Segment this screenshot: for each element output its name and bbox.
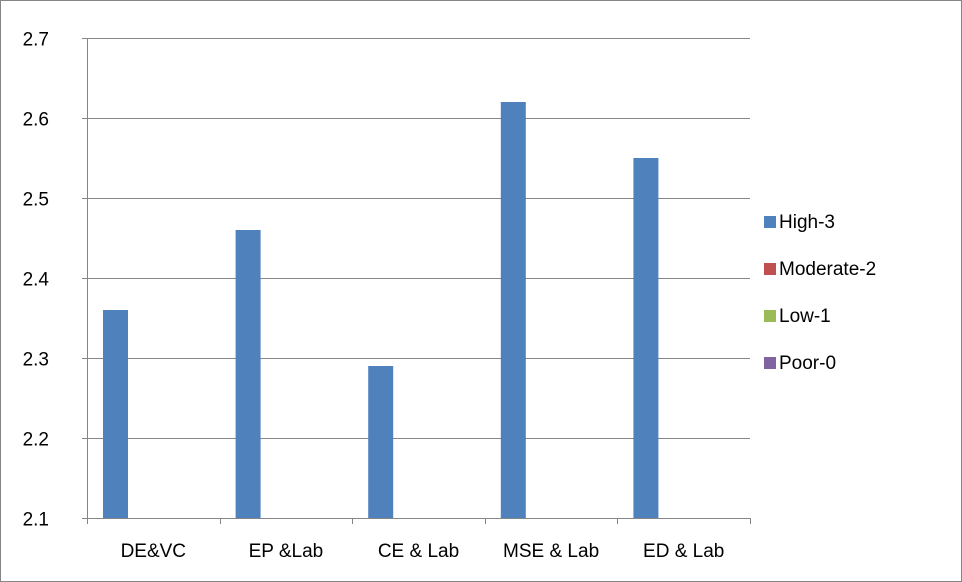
axes <box>82 38 751 524</box>
bar <box>633 158 659 518</box>
legend: High-3 Moderate-2 Low-1 Poor-0 <box>764 212 876 374</box>
bars <box>103 102 659 518</box>
legend-label: Low-1 <box>779 306 831 327</box>
y-tick-label: 2.7 <box>23 30 49 51</box>
bar <box>103 310 128 518</box>
legend-item: Poor-0 <box>764 353 836 374</box>
x-tick-label: MSE & Lab <box>503 541 599 562</box>
legend-label: Moderate-2 <box>779 259 876 280</box>
y-tick-label: 2.3 <box>23 350 49 371</box>
y-tick-label: 2.1 <box>23 510 49 531</box>
legend-swatch <box>764 310 776 322</box>
y-tick-label: 2.6 <box>23 110 49 131</box>
bar <box>368 366 394 518</box>
bar <box>500 102 526 518</box>
legend-item: Low-1 <box>764 306 831 327</box>
legend-swatch <box>764 216 776 228</box>
legend-item: High-3 <box>764 212 835 233</box>
x-tick-label: DE&VC <box>121 541 186 562</box>
y-tick-label: 2.4 <box>23 270 50 291</box>
legend-swatch <box>764 263 776 275</box>
x-tick-label: ED & Lab <box>643 541 724 562</box>
y-tick-label: 2.2 <box>23 430 49 451</box>
x-axis-tick-labels: DE&VC EP &Lab CE & Lab MSE & Lab ED & Lab <box>121 541 725 562</box>
legend-item: Moderate-2 <box>764 259 876 280</box>
bar <box>235 230 261 518</box>
legend-label: Poor-0 <box>779 353 836 374</box>
y-tick-label: 2.5 <box>23 190 49 211</box>
x-tick-label: EP &Lab <box>249 541 324 562</box>
legend-swatch <box>764 357 776 369</box>
x-tick-label: CE & Lab <box>378 541 459 562</box>
y-axis-tick-labels: 2.1 2.2 2.3 2.4 2.5 2.6 2.7 <box>23 30 50 531</box>
legend-label: High-3 <box>779 212 835 233</box>
